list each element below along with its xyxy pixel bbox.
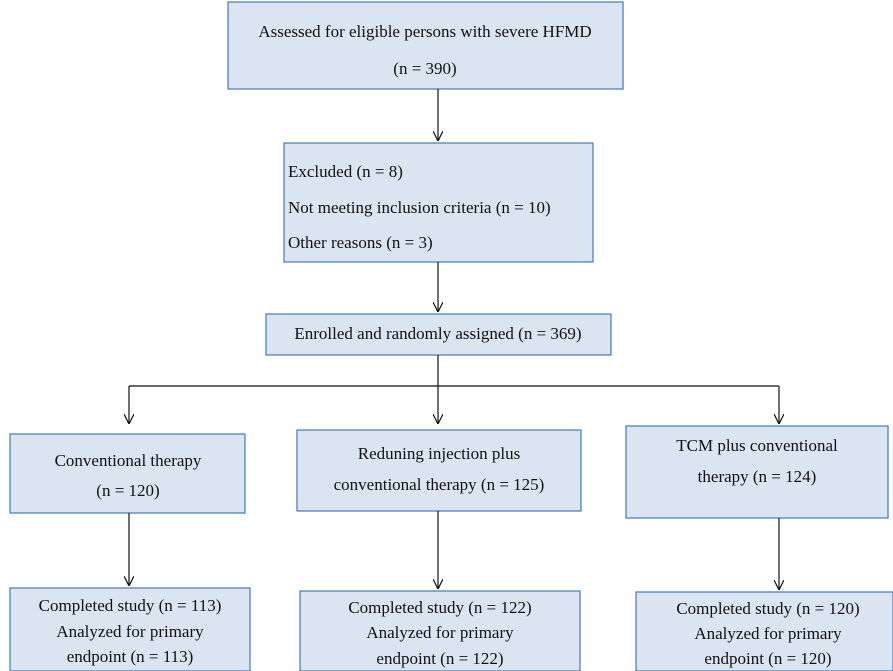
box-text: TCM plus conventional: [676, 436, 838, 455]
box-text: Assessed for eligible persons with sever…: [258, 22, 591, 41]
box-text: endpoint (n = 122): [376, 649, 503, 668]
box-text: Reduning injection plus: [358, 444, 520, 463]
box: [9, 587, 251, 671]
box-text: Analyzed for primary: [694, 624, 842, 643]
box: [299, 590, 581, 671]
box: [296, 429, 582, 512]
box-text: Excluded (n = 8): [288, 162, 403, 181]
box-text: Completed study (n = 120): [676, 599, 859, 618]
box-text: Analyzed for primary: [56, 622, 204, 641]
box-text: (n = 390): [393, 59, 456, 78]
box-text: Completed study (n = 122): [348, 598, 531, 617]
box-text: Conventional therapy: [55, 451, 202, 470]
connectors: [129, 89, 779, 590]
box: [9, 433, 246, 514]
box: [625, 425, 889, 519]
box-text: Analyzed for primary: [366, 623, 514, 642]
box-text: Not meeting inclusion criteria (n = 10): [288, 198, 551, 217]
box: [227, 1, 624, 90]
box: [265, 313, 612, 356]
box: [635, 591, 893, 671]
box-text: Completed study (n = 113): [39, 596, 222, 615]
box-text: conventional therapy (n = 125): [334, 475, 545, 494]
box-text: (n = 120): [96, 481, 159, 500]
box-text: Other reasons (n = 3): [288, 233, 433, 252]
box-text: therapy (n = 124): [698, 467, 817, 486]
box-text: Enrolled and randomly assigned (n = 369): [294, 324, 581, 343]
box-text: endpoint (n = 120): [704, 649, 831, 668]
box-text: endpoint (n = 113): [67, 647, 194, 666]
box: [283, 142, 594, 263]
